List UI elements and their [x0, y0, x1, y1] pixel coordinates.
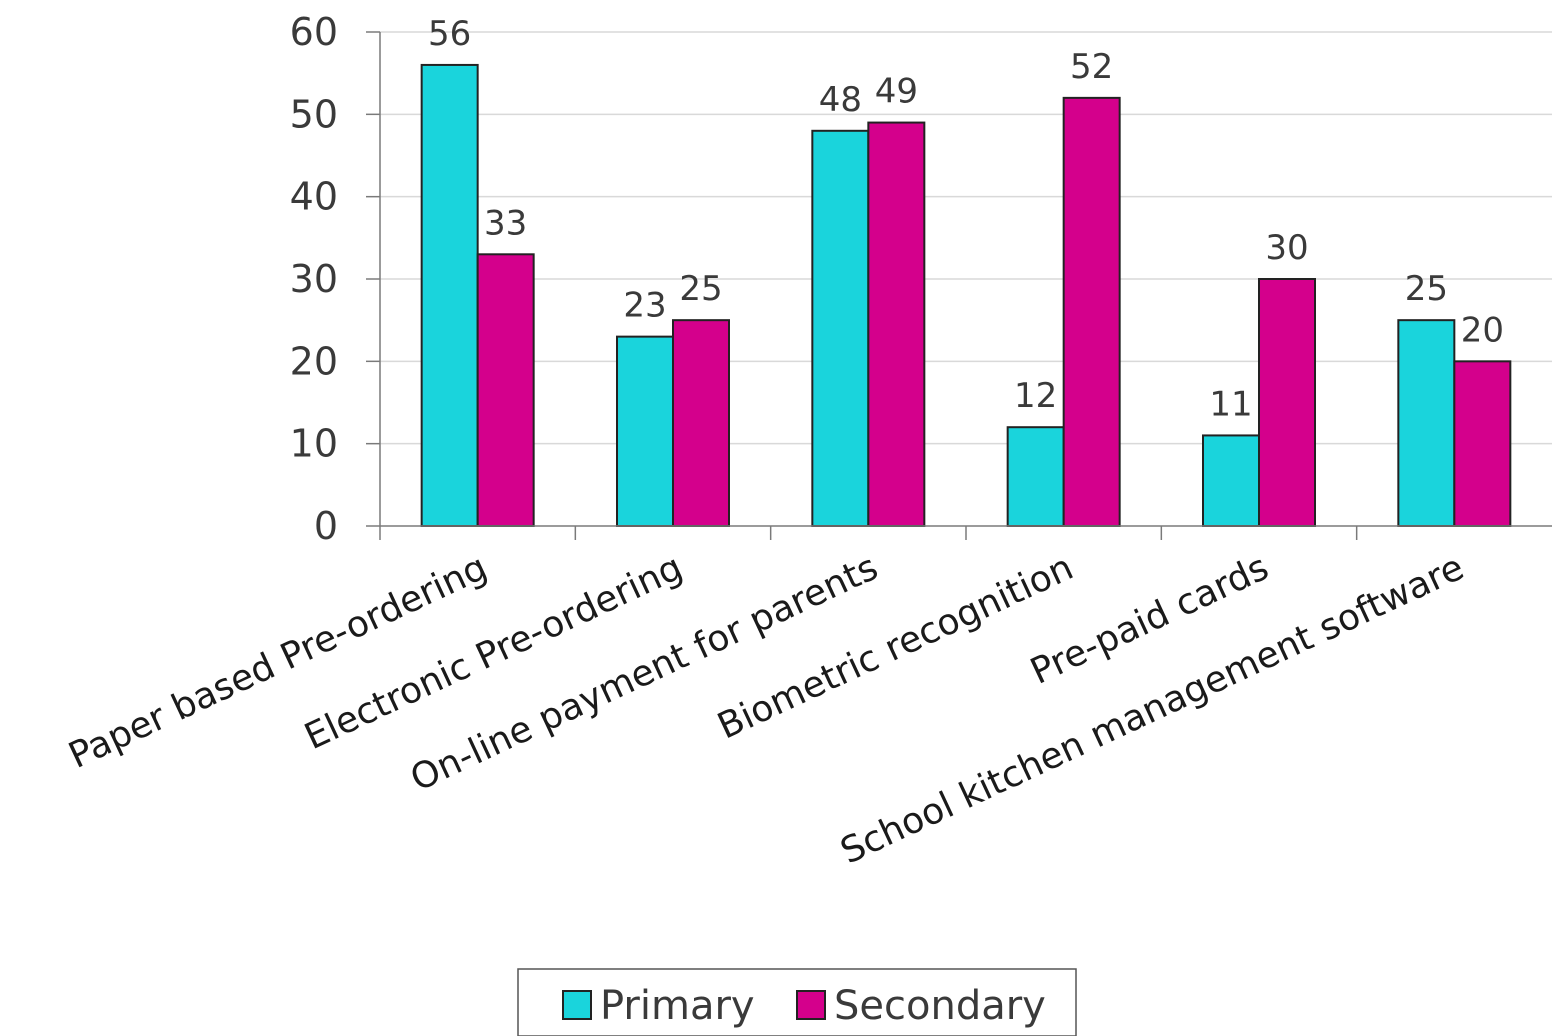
bar-secondary-5	[1453, 360, 1512, 528]
bar-secondary-2	[867, 121, 926, 527]
data-label-secondary-5: 20	[1461, 310, 1504, 350]
legend-label-secondary: Secondary	[834, 983, 1046, 1029]
bar-primary-2	[811, 129, 870, 528]
bar-primary-4	[1202, 434, 1260, 527]
y-tick-label: 40	[290, 175, 338, 219]
category-label-3: Biometric recognition	[712, 547, 1080, 748]
y-tick-label: 0	[314, 504, 338, 548]
legend: Primary Secondary	[517, 968, 1077, 1036]
gridlines	[380, 31, 1552, 445]
bar-primary-1	[616, 335, 674, 527]
data-label-secondary-3: 52	[1070, 47, 1113, 87]
bar-primary-3	[1006, 426, 1065, 528]
bar-secondary-1	[672, 319, 730, 527]
y-axis: 0 10 20 30 40 50 60	[290, 10, 381, 548]
y-tick-label: 60	[290, 10, 338, 54]
y-tick-label: 20	[290, 339, 338, 383]
data-label-primary-5: 25	[1405, 269, 1448, 309]
data-label-secondary-1: 25	[679, 269, 722, 309]
data-label-secondary-4: 30	[1265, 228, 1308, 268]
data-label-secondary-2: 49	[875, 72, 918, 112]
legend-swatch-primary	[562, 990, 592, 1020]
y-tick-label: 10	[290, 422, 338, 466]
legend-swatch-secondary	[796, 990, 826, 1020]
bar-primary-0	[420, 63, 479, 528]
data-label-primary-0: 56	[428, 14, 471, 54]
data-label-secondary-0: 33	[484, 203, 527, 243]
data-label-primary-4: 11	[1209, 384, 1252, 424]
bar-secondary-0	[476, 253, 535, 528]
bars	[420, 63, 1512, 528]
bar-primary-5	[1397, 319, 1456, 527]
bar-secondary-4	[1258, 278, 1316, 527]
data-label-primary-3: 12	[1014, 376, 1057, 416]
y-tick-label: 50	[290, 92, 338, 136]
data-label-primary-1: 23	[623, 286, 666, 326]
bar-secondary-3	[1062, 96, 1121, 527]
legend-label-primary: Primary	[600, 983, 755, 1029]
data-labels: 56 33 23 25 48 49 12 52 11 30 25 20	[428, 14, 1504, 424]
y-tick-label: 30	[290, 257, 338, 301]
data-label-primary-2: 48	[819, 80, 862, 120]
